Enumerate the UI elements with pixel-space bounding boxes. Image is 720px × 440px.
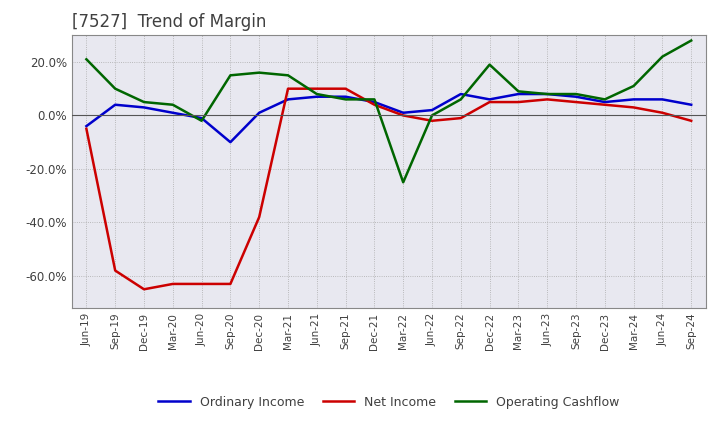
Operating Cashflow	[629, 83, 638, 88]
Ordinary Income	[428, 107, 436, 113]
Operating Cashflow	[284, 73, 292, 78]
Operating Cashflow	[82, 57, 91, 62]
Ordinary Income	[168, 110, 177, 115]
Ordinary Income	[687, 102, 696, 107]
Net Income	[629, 105, 638, 110]
Net Income	[687, 118, 696, 124]
Net Income	[140, 286, 148, 292]
Operating Cashflow	[485, 62, 494, 67]
Operating Cashflow	[140, 99, 148, 105]
Net Income	[399, 113, 408, 118]
Ordinary Income	[226, 139, 235, 145]
Net Income	[226, 281, 235, 286]
Net Income	[168, 281, 177, 286]
Text: [7527]  Trend of Margin: [7527] Trend of Margin	[72, 13, 266, 31]
Ordinary Income	[197, 115, 206, 121]
Operating Cashflow	[600, 97, 609, 102]
Operating Cashflow	[514, 89, 523, 94]
Operating Cashflow	[168, 102, 177, 107]
Ordinary Income	[312, 94, 321, 99]
Operating Cashflow	[111, 86, 120, 92]
Operating Cashflow	[658, 54, 667, 59]
Net Income	[197, 281, 206, 286]
Ordinary Income	[399, 110, 408, 115]
Net Income	[284, 86, 292, 92]
Operating Cashflow	[341, 97, 350, 102]
Net Income	[82, 126, 91, 132]
Net Income	[370, 102, 379, 107]
Net Income	[255, 214, 264, 220]
Ordinary Income	[255, 110, 264, 115]
Operating Cashflow	[370, 97, 379, 102]
Ordinary Income	[485, 97, 494, 102]
Net Income	[428, 118, 436, 124]
Line: Net Income: Net Income	[86, 89, 691, 289]
Line: Ordinary Income: Ordinary Income	[86, 94, 691, 142]
Ordinary Income	[456, 92, 465, 97]
Operating Cashflow	[543, 92, 552, 97]
Ordinary Income	[543, 92, 552, 97]
Ordinary Income	[82, 124, 91, 129]
Operating Cashflow	[687, 38, 696, 43]
Line: Operating Cashflow: Operating Cashflow	[86, 40, 691, 182]
Net Income	[485, 99, 494, 105]
Net Income	[111, 268, 120, 273]
Net Income	[312, 86, 321, 92]
Operating Cashflow	[572, 92, 580, 97]
Net Income	[572, 99, 580, 105]
Operating Cashflow	[428, 113, 436, 118]
Operating Cashflow	[312, 92, 321, 97]
Ordinary Income	[140, 105, 148, 110]
Operating Cashflow	[456, 97, 465, 102]
Ordinary Income	[370, 99, 379, 105]
Ordinary Income	[658, 97, 667, 102]
Ordinary Income	[111, 102, 120, 107]
Net Income	[600, 102, 609, 107]
Operating Cashflow	[226, 73, 235, 78]
Ordinary Income	[284, 97, 292, 102]
Net Income	[514, 99, 523, 105]
Net Income	[456, 115, 465, 121]
Net Income	[341, 86, 350, 92]
Net Income	[658, 110, 667, 115]
Operating Cashflow	[399, 180, 408, 185]
Ordinary Income	[572, 94, 580, 99]
Operating Cashflow	[255, 70, 264, 75]
Legend: Ordinary Income, Net Income, Operating Cashflow: Ordinary Income, Net Income, Operating C…	[153, 391, 624, 414]
Ordinary Income	[629, 97, 638, 102]
Ordinary Income	[514, 92, 523, 97]
Net Income	[543, 97, 552, 102]
Ordinary Income	[600, 99, 609, 105]
Ordinary Income	[341, 94, 350, 99]
Operating Cashflow	[197, 118, 206, 124]
